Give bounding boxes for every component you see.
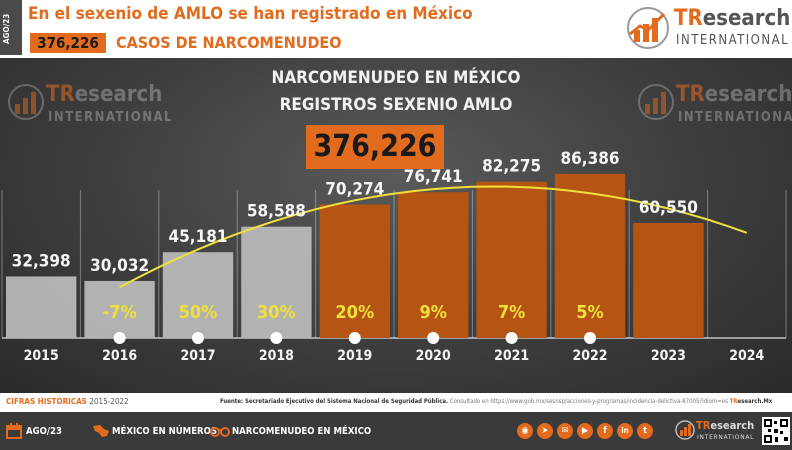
pct-label-2021: 7%	[498, 302, 526, 323]
headline: En el sexenio de AMLO se han registrado …	[28, 4, 473, 24]
site-rest: esearch.Mx	[737, 398, 773, 405]
wm-esearch-right: esearch	[704, 82, 792, 107]
marker-dot-2020	[427, 332, 440, 344]
year-label-2020: 2020	[416, 348, 451, 364]
marker-dot-2021	[505, 332, 518, 344]
footer-bar: AGO/23 MÉXICO EN NÚMEROS NARCOMENUDEO EN…	[0, 412, 792, 450]
bar-chart: 32,398 2015 30,032 2016 -7% 45,181 2017 50% 58,5…	[1, 149, 787, 364]
bar-2020	[398, 192, 469, 338]
marker-dot-2016	[113, 332, 126, 344]
logo-international: INTERNATIONAL	[676, 33, 790, 48]
chart-labels: 32,398 2015 30,032 2016 -7% 45,181 2017 50% 58,5…	[12, 149, 765, 364]
marker-dot-2017	[192, 332, 204, 344]
pct-label-2017: 50%	[179, 302, 218, 323]
year-label-2022: 2022	[572, 348, 607, 364]
footer-logo-international: INTERNATIONAL	[697, 433, 755, 441]
year-label-2017: 2017	[180, 348, 215, 364]
marker-dot-2019	[348, 332, 361, 344]
bar-2022	[554, 173, 626, 338]
source-label: Fuente: Secretariado Ejecutivo del Siste…	[220, 398, 449, 405]
mexico-map-icon	[93, 425, 109, 437]
footer-date: AGO/23	[26, 426, 62, 437]
value-label-2018: 58,588	[247, 202, 306, 222]
twitter-icon[interactable]: t	[637, 423, 653, 439]
source-link[interactable]: Consultado en https://www.gob.mx/sesnsp/…	[449, 398, 728, 405]
watermark-left: TResearch INTERNATIONAL	[6, 80, 172, 130]
date-sidebar	[0, 0, 22, 55]
pct-label-2022: 5%	[576, 302, 604, 323]
year-label-2021: 2021	[494, 348, 529, 364]
bar-2017	[162, 252, 234, 338]
value-label-2019: 70,274	[325, 179, 384, 199]
logo-tr: TR	[674, 6, 703, 31]
year-label-2016: 2016	[102, 348, 137, 364]
watermark-chart-icon-right	[638, 84, 674, 120]
year-label-2018: 2018	[259, 348, 294, 364]
marker-dot-2022	[584, 332, 596, 344]
calendar-icon	[6, 423, 22, 439]
year-label-2023: 2023	[651, 348, 686, 364]
wm-international: INTERNATIONAL	[48, 110, 174, 125]
chart-subtitle: REGISTROS SEXENIO AMLO	[279, 95, 513, 115]
bar-2016	[84, 280, 155, 338]
logo-chart-icon	[627, 7, 669, 49]
mail-icon[interactable]: ✉	[557, 423, 573, 439]
footer-mexico[interactable]: MÉXICO EN NÚMEROS	[112, 426, 218, 437]
bar-2018	[241, 226, 312, 338]
chart-trend	[119, 185, 748, 289]
pct-label-2018: 30%	[257, 302, 296, 323]
footer-logo[interactable]: TResearch INTERNATIONAL	[674, 417, 754, 447]
year-label-2024: 2024	[729, 348, 764, 364]
date-tag: AGO/23	[2, 13, 11, 44]
bar-2019	[319, 204, 390, 338]
value-label-2017: 45,181	[168, 227, 227, 247]
footer-logo-icon	[675, 420, 695, 440]
rss-icon[interactable]: ◉	[517, 423, 533, 439]
footer-logo-esearch: esearch	[710, 419, 755, 432]
youtube-icon[interactable]: ▶	[577, 423, 593, 439]
linkedin-icon[interactable]: in	[617, 423, 633, 439]
wm-tr: TR	[46, 82, 75, 107]
wm-esearch: esearch	[74, 82, 163, 107]
telegram-icon[interactable]: ➤	[537, 423, 553, 439]
value-label-2023: 60,550	[639, 198, 698, 218]
facebook-icon[interactable]: f	[597, 423, 613, 439]
trend-line	[119, 185, 748, 289]
value-label-2016: 30,032	[90, 256, 149, 276]
chart-title: NARCOMENUDEO EN MÉXICO	[271, 68, 521, 88]
chart-bars	[6, 173, 704, 338]
watermark-right: TResearch INTERNATIONAL	[636, 80, 792, 130]
value-label-2022: 86,386	[560, 149, 619, 169]
wm-tr-right: TR	[676, 82, 705, 107]
value-label-2020: 76,741	[404, 167, 463, 187]
total-badge: 376,226	[30, 33, 106, 53]
bar-2015	[6, 276, 77, 338]
site-tr: TR	[729, 398, 738, 405]
historical-range: 2015-2022	[89, 397, 129, 406]
marker-dot-2018	[270, 332, 283, 344]
chart-total: 376,226	[306, 125, 444, 169]
footer-strip: CIFRAS HISTÓRICAS 2015-2022 Fuente: Secr…	[0, 393, 792, 411]
subtitle: CASOS DE NARCOMENUDEO	[116, 33, 342, 52]
brand-logo[interactable]: TResearch INTERNATIONAL	[624, 2, 790, 54]
year-label-2015: 2015	[24, 348, 59, 364]
handcuffs-icon	[210, 427, 230, 437]
site-link[interactable]: TResearch.Mx	[730, 398, 773, 405]
watermark-chart-icon	[8, 84, 44, 120]
value-label-2021: 82,275	[482, 157, 541, 177]
value-label-2015: 32,398	[12, 251, 71, 271]
pct-label-2016: -7%	[102, 302, 136, 323]
footer-logo-tr: TR	[696, 419, 711, 432]
logo-esearch: esearch	[702, 6, 791, 31]
footer-narco[interactable]: NARCOMENUDEO EN MÉXICO	[232, 426, 372, 437]
wm-international-right: INTERNATIONAL	[678, 110, 792, 125]
bar-2021	[476, 181, 547, 338]
historical-label: CIFRAS HISTÓRICAS	[6, 397, 87, 406]
year-label-2019: 2019	[337, 348, 372, 364]
pct-label-2019: 20%	[335, 302, 374, 323]
pct-label-2020: 9%	[419, 302, 447, 323]
qr-code-icon[interactable]	[762, 417, 790, 445]
bar-2023	[633, 222, 704, 338]
